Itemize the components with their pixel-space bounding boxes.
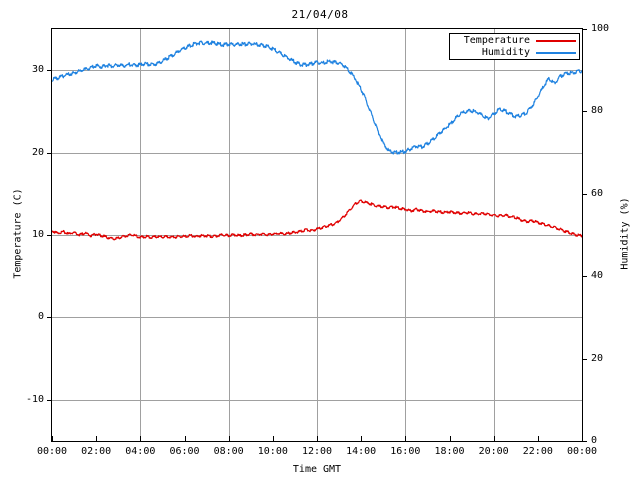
x-tick: 18:00 [434,446,465,457]
y-tick-right: 0 [591,435,598,446]
y-tick-mark-left [47,70,52,71]
legend-item-humidity: Humidity [450,47,576,59]
x-tick-mark [450,436,451,441]
y-tick-right: 80 [591,105,604,117]
x-tick: 00:00 [566,446,598,457]
legend-swatch-humidity [536,52,576,54]
y-tick-mark-right [582,194,587,195]
x-tick-mark [494,436,495,441]
y-tick-mark-right [582,29,587,30]
gridlines [52,29,582,441]
y-tick-mark-left [47,235,52,236]
x-tick: 22:00 [522,446,553,457]
y-axis-right-title: Humidity (%) [619,197,631,270]
y-tick-left: 20 [31,146,44,158]
series-line-humidity [52,40,582,155]
y-tick-left: -10 [25,393,44,405]
x-tick-mark [582,436,583,441]
y-tick-mark-left [47,317,52,318]
x-tick: 16:00 [390,446,421,457]
x-tick-mark [405,436,406,441]
y-tick-right: 20 [591,352,604,364]
x-tick-mark [229,436,230,441]
x-tick-mark [52,436,53,441]
x-tick: 00:00 [36,446,68,457]
x-tick: 12:00 [301,446,333,457]
series-line-temperature [52,199,582,241]
plot-svg [52,29,582,441]
x-tick-mark [96,436,97,441]
x-tick-mark [273,436,274,441]
y-tick-mark-right [582,276,587,277]
y-tick-mark-right [582,359,587,360]
y-tick-right: 100 [591,23,610,34]
x-tick-mark [538,436,539,441]
x-tick: 04:00 [125,446,156,457]
y-tick-right: 40 [591,270,604,282]
y-tick-left: 0 [37,311,44,323]
chart-legend: Temperature Humidity [449,33,580,60]
x-tick-mark [317,436,318,441]
x-tick: 06:00 [169,446,200,457]
chart-title: 21/04/08 [291,8,349,21]
y-tick-mark-right [582,111,587,112]
y-tick-right: 60 [591,187,604,199]
x-axis-title: Time GMT [292,464,342,475]
legend-item-temperature: Temperature [450,35,576,47]
x-tick: 02:00 [81,446,112,457]
legend-label-temperature: Temperature [463,35,530,46]
y-tick-mark-right [582,441,587,442]
x-tick-mark [361,436,362,441]
y-tick-left: 10 [31,229,44,240]
legend-label-humidity: Humidity [481,47,530,58]
legend-swatch-temperature [536,40,576,42]
y-tick-mark-left [47,153,52,154]
x-tick-mark [140,436,141,441]
data-series-layer [52,40,582,241]
y-axis-left-ticks: 30 20 10 0 -10 [0,0,48,480]
x-tick: 20:00 [478,446,509,457]
x-tick: 14:00 [346,446,377,457]
x-tick-mark [185,436,186,441]
x-tick: 10:00 [257,446,288,457]
x-tick: 08:00 [213,446,244,457]
y-axis-left-title: Temperature (C) [12,188,24,279]
y-tick-left: 30 [31,64,44,76]
plot-area [51,28,583,442]
y-tick-mark-left [47,400,52,401]
